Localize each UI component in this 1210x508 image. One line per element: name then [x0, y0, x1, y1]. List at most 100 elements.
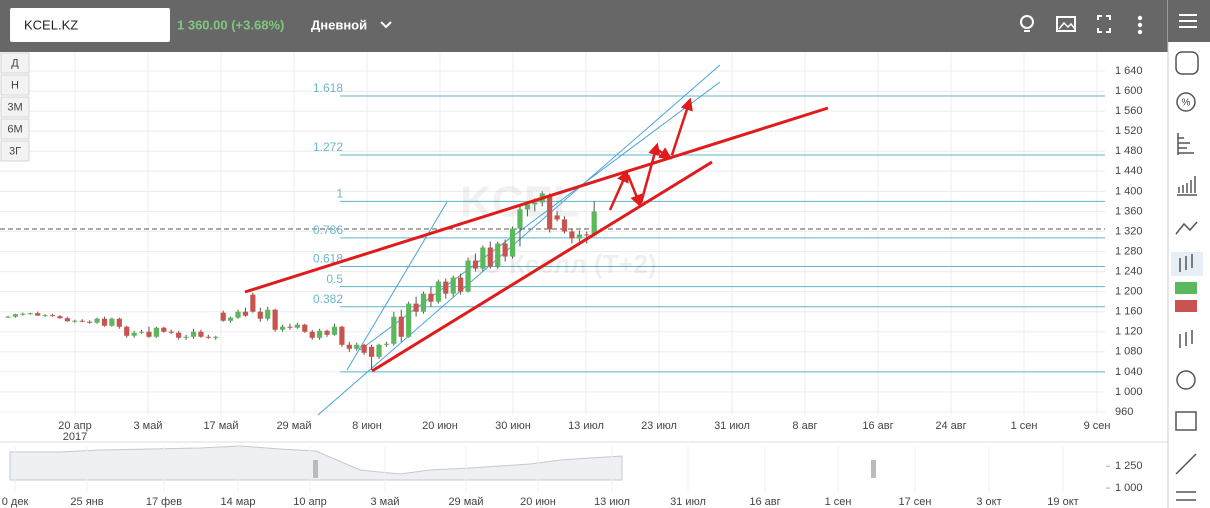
- candle-body: [183, 336, 189, 338]
- navigator-x-label: 1 сен: [825, 496, 852, 508]
- candle-body: [49, 315, 56, 317]
- interval[interactable]: Дневной: [311, 17, 367, 32]
- candle-body: [472, 260, 479, 269]
- y-tick-label: 1 240: [1115, 265, 1143, 277]
- navigator-x-label: 13 июл: [594, 496, 630, 508]
- candle-body: [161, 327, 167, 332]
- y-tick-label: 1 080: [1115, 346, 1143, 358]
- y-tick-label: 1 120: [1115, 326, 1143, 338]
- candle-body: [331, 326, 338, 335]
- candle-body: [131, 332, 137, 336]
- y-tick-label: 1 000: [1115, 386, 1143, 398]
- range-button-label[interactable]: Д: [11, 57, 19, 69]
- navigator-x-label: 17 сен: [899, 496, 932, 508]
- x-tick-label: 29 май: [276, 420, 311, 432]
- x-tick-label: 3 май: [134, 420, 163, 432]
- range-button-label[interactable]: 3М: [7, 101, 22, 113]
- y-tick-label: 1 320: [1115, 225, 1143, 237]
- x-tick-label: 31 июл: [714, 420, 750, 432]
- fib-label: 1.272: [313, 140, 343, 154]
- candle-body: [228, 317, 234, 321]
- candle-body: [569, 231, 575, 239]
- symbol-input[interactable]: [10, 8, 170, 42]
- candle-body: [5, 316, 11, 318]
- candle-body: [391, 316, 397, 344]
- range-button[interactable]: [0, 140, 30, 162]
- x-tick-label: 17 май: [203, 420, 238, 432]
- toolbar-icons[interactable]: [1020, 15, 1143, 35]
- candle-body: [205, 336, 211, 338]
- navigator-x-label: 10 апр: [293, 496, 326, 508]
- y-tick-label: 960: [1115, 406, 1133, 418]
- candle-body: [116, 318, 122, 327]
- x-tick-label: 30 июн: [495, 420, 531, 432]
- range-button[interactable]: [0, 96, 30, 118]
- navigator-x-label: 31 июл: [670, 496, 706, 508]
- candle-body: [317, 330, 323, 338]
- candle-body: [35, 313, 41, 316]
- navigator-x-label: 20 июн: [520, 496, 556, 508]
- x-tick-label: 1 сен: [1011, 420, 1038, 432]
- menu-icon[interactable]: [1179, 14, 1197, 28]
- navigator-x-label: 14 мар: [220, 496, 255, 508]
- candle-body: [561, 219, 568, 232]
- candle-body: [576, 234, 582, 239]
- range-button[interactable]: [0, 52, 30, 74]
- grid: [0, 52, 1105, 415]
- navigator-x-label: 29 май: [448, 496, 483, 508]
- candle-body: [146, 331, 152, 337]
- candle-body: [465, 260, 471, 292]
- navigator-handle[interactable]: [313, 460, 318, 478]
- navigator-x-label: 3 май: [371, 496, 400, 508]
- candle-body: [435, 281, 441, 302]
- candle-body: [532, 202, 538, 205]
- x-tick-label: 20 июн: [422, 420, 458, 432]
- candle-body: [346, 344, 352, 349]
- candle-body: [213, 336, 219, 338]
- fib-label: 0.382: [313, 292, 343, 306]
- candle-body: [591, 211, 597, 236]
- y-tick-label: 1 360: [1115, 205, 1143, 217]
- candle-body: [109, 318, 115, 326]
- fib-label: 1.618: [313, 81, 343, 95]
- fib-label: 1: [336, 187, 343, 201]
- interval-chevron[interactable]: [380, 21, 392, 29]
- toolbar: [0, 0, 1168, 52]
- candle-body: [354, 344, 360, 349]
- x-tick-label: 20 апр: [58, 420, 91, 432]
- candle-body: [406, 303, 412, 337]
- candle-body: [383, 343, 390, 345]
- range-button-label[interactable]: 6М: [7, 123, 22, 135]
- range-button[interactable]: [0, 74, 30, 96]
- sidebar-icons[interactable]: %: [1171, 51, 1203, 501]
- y-tick-label: 1 040: [1115, 366, 1143, 378]
- y-tick-label: 1 600: [1115, 85, 1143, 97]
- candle-body: [72, 320, 78, 322]
- trend-lines: [244, 97, 829, 373]
- navigator-y-label: 1 250: [1115, 460, 1143, 472]
- range-button[interactable]: [0, 118, 30, 140]
- candle-body: [420, 293, 427, 312]
- candle-body: [265, 309, 271, 319]
- fib-label: 0.5: [326, 272, 343, 286]
- candle-body: [443, 281, 449, 294]
- candle-body: [398, 316, 404, 337]
- candle-body: [584, 234, 590, 236]
- candle-body: [324, 330, 330, 335]
- candle-body: [101, 318, 108, 326]
- range-button-label[interactable]: 3Г: [9, 145, 21, 157]
- svg-text:%: %: [1182, 98, 1191, 109]
- channel-lines: [317, 64, 721, 416]
- navigator-x-label: 16 авг: [749, 496, 780, 508]
- candle-body: [57, 316, 63, 319]
- navigator-x-label: 17 фев: [146, 496, 182, 508]
- candle-body: [27, 313, 33, 315]
- candle-body: [428, 293, 434, 302]
- candle-body: [64, 318, 70, 322]
- candle-body: [458, 277, 464, 292]
- range-button-label[interactable]: Н: [11, 79, 19, 91]
- candle-body: [487, 247, 493, 267]
- candle-body: [294, 324, 300, 328]
- navigator-handle[interactable]: [871, 460, 876, 478]
